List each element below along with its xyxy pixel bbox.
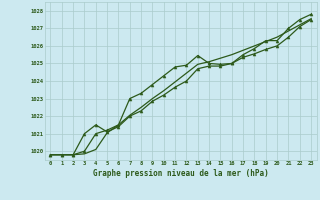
X-axis label: Graphe pression niveau de la mer (hPa): Graphe pression niveau de la mer (hPa) — [93, 169, 269, 178]
